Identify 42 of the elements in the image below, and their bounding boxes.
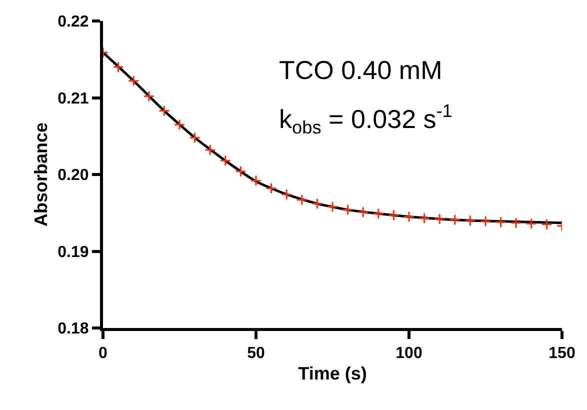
y-tick-label: 0.22 (58, 14, 89, 31)
point (174, 118, 186, 130)
point (342, 204, 354, 216)
y-tick-label: 0.18 (58, 320, 89, 338)
point (480, 216, 492, 227)
point (449, 214, 461, 226)
x-axis-title: Time (s) (298, 363, 367, 384)
point (128, 75, 140, 87)
y-tick-label: 0.20 (58, 167, 89, 184)
y-axis-title: Absorbance (30, 122, 51, 227)
point (296, 194, 308, 206)
x-tick-label: 100 (396, 345, 422, 362)
point (280, 188, 292, 200)
point (526, 218, 538, 230)
point (464, 214, 476, 226)
point (250, 174, 262, 186)
point (510, 217, 522, 228)
y-tick-label: 0.21 (58, 90, 89, 108)
point (312, 198, 323, 210)
point (189, 132, 200, 144)
point (204, 144, 216, 156)
point (388, 210, 400, 221)
point (403, 211, 415, 222)
x-tick-label: 50 (247, 345, 265, 362)
point (112, 61, 124, 73)
point (143, 90, 155, 102)
point (235, 166, 246, 178)
point (357, 206, 369, 218)
point (158, 105, 170, 116)
x-tick-label: 0 (98, 345, 108, 362)
annotation: k$_{obs}$ = 0.032 s$^{-1}$ (279, 101, 452, 138)
point (495, 216, 506, 228)
point (434, 213, 446, 225)
x-tick-label: 150 (548, 345, 576, 362)
point (220, 155, 232, 166)
point (372, 208, 384, 220)
point (418, 212, 430, 224)
point (266, 182, 277, 194)
point (541, 218, 552, 230)
annotation: TCO 0.40 mM (279, 55, 442, 85)
y-tick-label: 0.19 (58, 244, 89, 261)
point (326, 201, 338, 212)
